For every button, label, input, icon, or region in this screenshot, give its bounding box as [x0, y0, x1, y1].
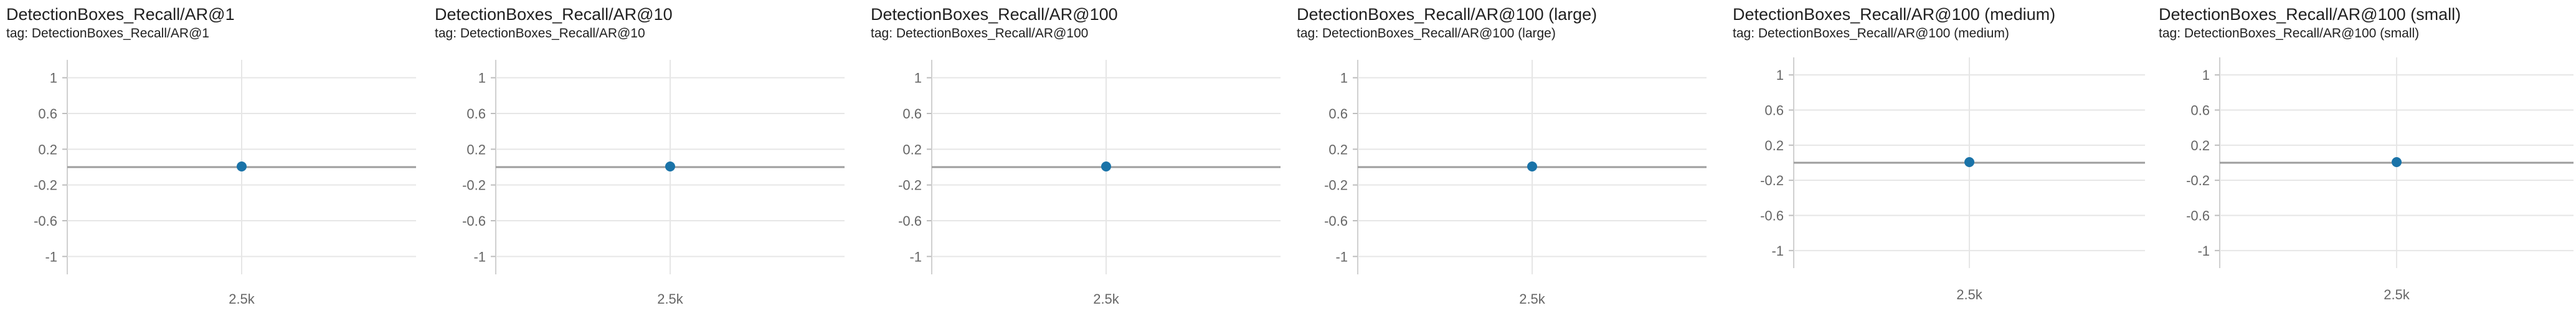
x-tick-label: 2.5k	[2384, 287, 2410, 302]
y-tick-label: 1	[1776, 67, 1784, 83]
y-tick-label: -0.2	[1324, 178, 1348, 193]
y-tick-label: -1	[909, 249, 922, 264]
chart-tag: tag: DetectionBoxes_Recall/AR@100 (large…	[1297, 26, 1556, 41]
y-tick-label: -0.6	[1760, 208, 1784, 224]
plot-area[interactable]: 2.5k 1 0.6 0.2 -0.2 -0.6 -1	[864, 0, 1282, 313]
y-tick-label: -0.6	[462, 213, 486, 229]
y-tick-label: 1	[914, 70, 922, 86]
chart-tag: tag: DetectionBoxes_Recall/AR@100	[871, 26, 1089, 41]
chart-title: DetectionBoxes_Recall/AR@100 (large)	[1297, 5, 1598, 24]
data-point[interactable]	[237, 161, 247, 171]
y-tick-label: -0.6	[1324, 213, 1348, 229]
y-tick-label: -0.6	[898, 213, 922, 229]
data-point[interactable]	[1101, 161, 1111, 171]
chart-panel: DetectionBoxes_Recall/AR@10 tag: Detectio…	[429, 0, 846, 313]
chart-title: DetectionBoxes_Recall/AR@100 (small)	[2159, 5, 2461, 24]
x-tick-label: 2.5k	[1956, 287, 1983, 302]
y-tick-label: -1	[1335, 249, 1348, 264]
y-tick-label: -1	[2197, 243, 2210, 259]
chart-panel: DetectionBoxes_Recall/AR@100 tag: Detecti…	[864, 0, 1282, 313]
y-tick-label: 0.2	[466, 142, 486, 157]
x-tick-label: 2.5k	[1093, 291, 1120, 307]
y-tick-label: -0.2	[1760, 173, 1784, 188]
chart-tag: tag: DetectionBoxes_Recall/AR@10	[435, 26, 645, 41]
chart-tag: tag: DetectionBoxes_Recall/AR@100 (mediu…	[1733, 26, 2009, 41]
chart-panel: DetectionBoxes_Recall/AR@100 (medium) tag…	[1726, 0, 2150, 313]
y-tick-label: -0.6	[34, 213, 57, 229]
y-tick-label: -0.2	[462, 178, 486, 193]
data-point[interactable]	[2392, 157, 2402, 167]
y-tick-label: 1	[478, 70, 486, 86]
chart-title: DetectionBoxes_Recall/AR@100	[871, 5, 1118, 24]
chart-panel: DetectionBoxes_Recall/AR@100 (small) tag:…	[2152, 0, 2576, 313]
x-tick-label: 2.5k	[657, 291, 684, 307]
y-tick-label: 1	[50, 70, 57, 86]
data-point[interactable]	[665, 161, 675, 171]
y-tick-label: 0.6	[1328, 106, 1348, 122]
y-tick-label: -1	[473, 249, 486, 264]
y-tick-label: -0.6	[2186, 208, 2210, 224]
chart-tag: tag: DetectionBoxes_Recall/AR@1	[6, 26, 209, 41]
chart-title: DetectionBoxes_Recall/AR@100 (medium)	[1733, 5, 2056, 24]
data-point[interactable]	[1964, 157, 1974, 167]
chart-title: DetectionBoxes_Recall/AR@10	[435, 5, 673, 24]
y-tick-label: 0.6	[466, 106, 486, 122]
chart-panel: DetectionBoxes_Recall/AR@100 (large) tag:…	[1290, 0, 1708, 313]
plot-area[interactable]: 2.5k 1 0.6 0.2 -0.2 -0.6 -1	[1290, 0, 1708, 313]
chart-panel: DetectionBoxes_Recall/AR@1 tag: Detection…	[0, 0, 417, 313]
x-tick-label: 2.5k	[229, 291, 255, 307]
plot-area[interactable]: 2.5k 1 0.6 0.2 -0.2 -0.6 -1	[1726, 0, 2150, 313]
y-tick-label: -1	[1771, 243, 1784, 259]
y-tick-label: 0.6	[902, 106, 922, 122]
y-tick-label: 1	[2202, 67, 2210, 83]
y-tick-label: 0.2	[38, 142, 57, 157]
chart-title: DetectionBoxes_Recall/AR@1	[6, 5, 235, 24]
x-tick-label: 2.5k	[1519, 291, 1546, 307]
data-point[interactable]	[1527, 161, 1537, 171]
plot-area[interactable]: 2.5k 1 0.6 0.2 -0.2 -0.6 -1	[2152, 0, 2576, 313]
y-tick-label: 0.6	[1764, 103, 1784, 118]
y-tick-label: -0.2	[2186, 173, 2210, 188]
y-tick-label: 1	[1340, 70, 1348, 86]
y-tick-label: 0.6	[38, 106, 57, 122]
y-tick-label: 0.2	[902, 142, 922, 157]
y-tick-label: 0.2	[2190, 138, 2210, 153]
y-tick-label: 0.2	[1328, 142, 1348, 157]
y-tick-label: -0.2	[34, 178, 57, 193]
y-tick-label: -0.2	[898, 178, 922, 193]
y-tick-label: 0.2	[1764, 138, 1784, 153]
chart-tag: tag: DetectionBoxes_Recall/AR@100 (small…	[2159, 26, 2420, 41]
y-tick-label: -1	[45, 249, 57, 264]
plot-area[interactable]: 2.5k 1 0.6 0.2 -0.2 -0.6 -1	[0, 0, 417, 313]
y-tick-label: 0.6	[2190, 103, 2210, 118]
plot-area[interactable]: 2.5k 1 0.6 0.2 -0.2 -0.6 -1	[429, 0, 846, 313]
